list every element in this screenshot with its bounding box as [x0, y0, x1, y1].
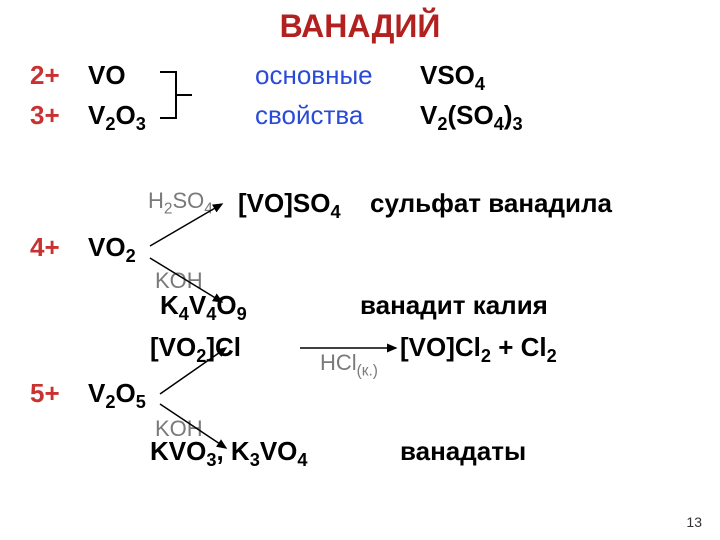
s: (к.)	[357, 362, 378, 379]
label-hcl: HCl(к.)	[320, 350, 378, 376]
t2: + Cl	[491, 332, 547, 362]
salt-vso4: VSO4	[420, 60, 485, 91]
t: V	[88, 100, 105, 130]
oxide-vo: VO	[88, 60, 126, 91]
t2: SO	[172, 188, 204, 213]
t: H	[148, 188, 164, 213]
s3: 3	[513, 114, 523, 134]
t2: , K	[216, 436, 249, 466]
label-h2so4: H2SO4	[148, 188, 213, 214]
t: K	[160, 290, 179, 320]
t2: V	[189, 290, 206, 320]
t: VO	[88, 232, 126, 262]
s: 2	[126, 246, 136, 266]
t2: ]Cl	[206, 332, 241, 362]
voso4-name: сульфат ванадила	[370, 188, 612, 219]
t: [VO]Cl	[400, 332, 481, 362]
s: 3	[206, 450, 216, 470]
vanadaty: ванадаты	[400, 436, 526, 467]
oxstate-2: 2+	[30, 60, 60, 91]
t2: (SO	[447, 100, 493, 130]
s2: 3	[250, 450, 260, 470]
t2: O	[115, 378, 135, 408]
t: V	[88, 378, 105, 408]
t3: O	[216, 290, 236, 320]
slide-title: ВАНАДИЙ	[0, 8, 720, 45]
s2: 4	[494, 114, 504, 134]
s2: 5	[136, 392, 146, 412]
oxide-v2o3: V2O3	[88, 100, 146, 131]
s3: 9	[237, 304, 247, 324]
s2: 4	[204, 200, 213, 217]
oxide-v2o5: V2O5	[88, 378, 146, 409]
vocl2-cl2: [VO]Cl2 + Cl2	[400, 332, 557, 363]
prop-line2: свойства	[255, 100, 363, 131]
oxstate-3: 3+	[30, 100, 60, 131]
t3: )	[504, 100, 513, 130]
kvo3-k3vo4: KVO3, K3VO4	[150, 436, 308, 467]
salt-v2so43: V2(SO4)3	[420, 100, 523, 131]
t3: VO	[260, 436, 298, 466]
s: 2	[105, 392, 115, 412]
s: 2	[196, 346, 206, 366]
s: 4	[330, 202, 340, 222]
oxstate-4: 4+	[30, 232, 60, 263]
t: V	[420, 100, 437, 130]
page-number: 13	[686, 514, 702, 530]
t: KVO	[150, 436, 206, 466]
t: HCl	[320, 350, 357, 375]
slide: { "colors": { "title": "#b22020", "ox": …	[0, 0, 720, 540]
k4v4o9-name: ванадит калия	[360, 290, 548, 321]
k4v4o9: K4V4O9	[160, 290, 247, 321]
t: [VO	[150, 332, 196, 362]
oxide-vo2: VO2	[88, 232, 136, 263]
sub: 4	[475, 74, 485, 94]
s2: 4	[206, 304, 216, 324]
voso4: [VO]SO4	[238, 188, 341, 219]
t: [VO]SO	[238, 188, 330, 218]
s: 2	[105, 114, 115, 134]
vo2cl: [VO2]Cl	[150, 332, 241, 363]
s3: 4	[297, 450, 307, 470]
s2: 2	[547, 346, 557, 366]
s: 2	[481, 346, 491, 366]
s: 2	[437, 114, 447, 134]
prop-line1: основные	[255, 60, 373, 91]
t2: O	[115, 100, 135, 130]
s: 4	[179, 304, 189, 324]
oxstate-5: 5+	[30, 378, 60, 409]
s2: 3	[136, 114, 146, 134]
text: VSO	[420, 60, 475, 90]
